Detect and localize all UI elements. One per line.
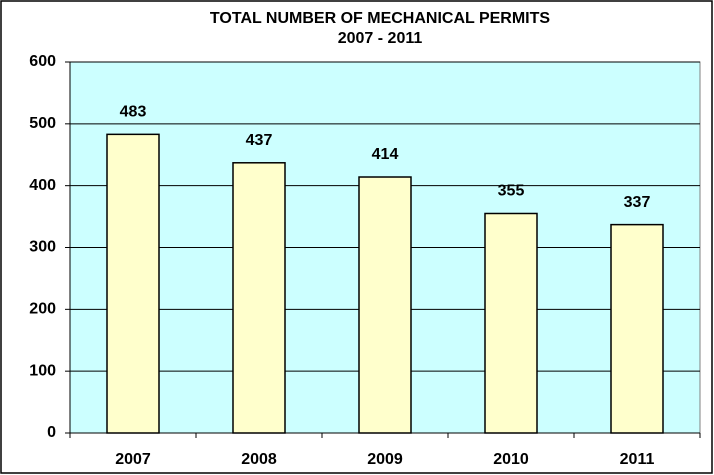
- bar: [358, 176, 412, 434]
- x-tick-label: 2011: [620, 451, 655, 468]
- x-tick-label: 2007: [115, 451, 151, 468]
- data-label: 483: [120, 104, 147, 121]
- x-tick-label: 2009: [367, 451, 403, 468]
- y-tick-label: 400: [29, 177, 56, 194]
- bar: [106, 133, 160, 434]
- y-tick-label: 100: [29, 362, 56, 379]
- y-tick-label: 300: [29, 239, 56, 256]
- y-tick-label: 600: [29, 53, 56, 70]
- data-label: 355: [498, 183, 525, 200]
- y-tick-label: 500: [29, 115, 56, 132]
- x-tick-label: 2010: [493, 451, 529, 468]
- x-tick-label: 2008: [241, 451, 277, 468]
- bar: [484, 212, 538, 434]
- bar: [610, 223, 664, 434]
- chart-title: TOTAL NUMBER OF MECHANICAL PERMITS: [210, 10, 550, 27]
- data-label: 414: [372, 146, 399, 163]
- y-tick-label: 0: [47, 424, 56, 441]
- bar: [232, 162, 286, 434]
- data-label: 337: [624, 194, 651, 211]
- chart-subtitle: 2007 - 2011: [338, 30, 423, 47]
- y-tick-label: 200: [29, 301, 56, 318]
- data-label: 437: [246, 132, 273, 149]
